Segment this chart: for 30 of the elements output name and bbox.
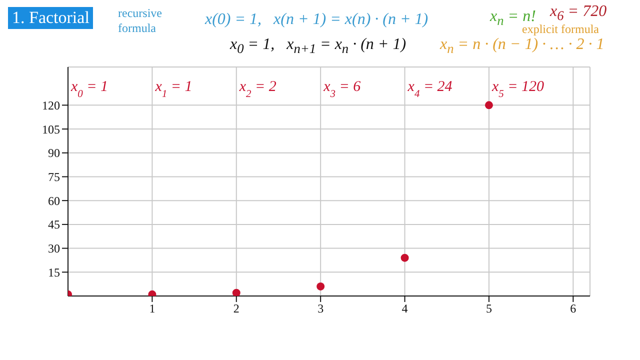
text: x$_{n}$ = n · (n − 1) · … · 2 · 1 [440,36,604,58]
y-tick-label: 15 [48,265,60,280]
text: x$_{6}$ = 720 [550,3,607,24]
y-tick-label: 45 [48,218,60,232]
x-tick-label: 4 [402,302,408,316]
y-tick-label: 105 [42,122,60,136]
y-tick-label: 60 [48,194,60,208]
annotation: x$_{4}$ = 24 [406,79,453,100]
annotation: x$_{0}$ = 1 [70,79,108,100]
x-tick-label: 3 [318,302,324,316]
annotation: x$_{1}$ = 1 [154,79,192,100]
y-tick-label: 30 [48,242,60,256]
text: x$_{0}$ = 1, x$_{n+1}$ = x$_{n}$ · (n + 1) [230,36,406,58]
annotation: x$_{3}$ = 6 [322,79,362,100]
y-tick-label: 75 [48,170,60,184]
point [232,288,240,296]
point [484,101,493,110]
x-tick-label: 5 [486,302,492,316]
text: x(0) = 1, x(n + 1) = x(n) · (n + 1) [205,11,428,29]
point [400,254,409,262]
x-tick-label: 2 [233,302,240,316]
y-tick-label: 90 [48,146,60,160]
point [316,282,325,290]
chart-title: 1. Factorial [8,7,94,29]
x-tick-label: 1 [149,302,156,316]
annotation: x$_{5}$ = 120 [490,79,545,100]
x-tick-label: 6 [570,302,576,316]
annotation: x$_{2}$ = 2 [238,79,277,100]
text: recursive formula [118,6,163,36]
y-tick-label: 120 [42,98,60,112]
